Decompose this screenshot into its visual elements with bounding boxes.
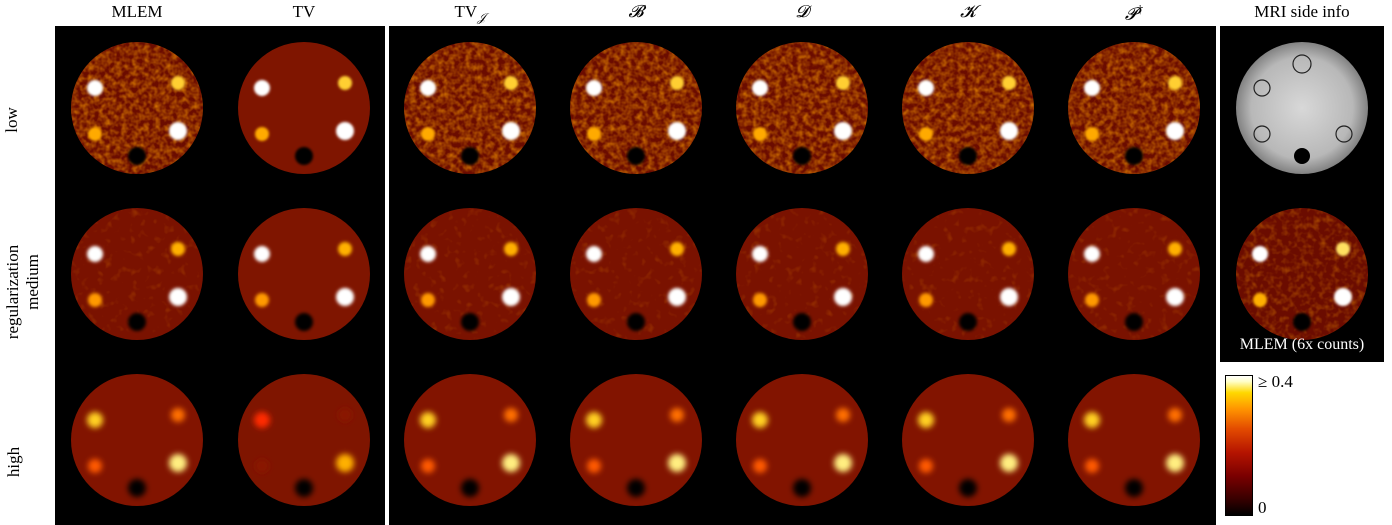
colorbar [1225, 375, 1253, 516]
image-medium-p [1052, 192, 1216, 356]
image-high-k [886, 358, 1050, 522]
row-group-label: regularization [3, 244, 22, 340]
image-low-k [886, 26, 1050, 190]
image-medium-mlem [55, 192, 219, 356]
col-header-k: 𝓚 [960, 2, 976, 21]
col-header-tv-j: TV𝒥 [454, 2, 486, 25]
image-mlem-6x-counts [1220, 192, 1384, 356]
row-label-low: low [2, 107, 21, 133]
row-label-high: high [4, 446, 23, 478]
col-header-b: 𝓑 [628, 2, 644, 21]
image-high-tv-j [388, 358, 552, 522]
row-label-medium: medium [23, 254, 42, 310]
colorbar-min-label: 0 [1258, 498, 1267, 517]
image-medium-tv-j [388, 192, 552, 356]
image-low-tv [222, 26, 386, 190]
image-high-tv [222, 358, 386, 522]
image-medium-k [886, 192, 1050, 356]
image-medium-b [554, 192, 718, 356]
image-low-tv-j [388, 26, 552, 190]
image-high-p [1052, 358, 1216, 522]
col-header-p: 𝓟† [1124, 2, 1144, 24]
image-medium-d [720, 192, 884, 356]
image-high-d [720, 358, 884, 522]
image-medium-tv [222, 192, 386, 356]
image-low-b [554, 26, 718, 190]
image-high-mlem [55, 358, 219, 522]
image-high-b [554, 358, 718, 522]
col-header-mlem: MLEM [111, 2, 163, 21]
colorbar-max-label: ≥ 0.4 [1258, 372, 1293, 391]
col-header-tv: TV [292, 2, 316, 21]
image-low-mlem [55, 26, 219, 190]
image-low-p [1052, 26, 1216, 190]
image-low-d [720, 26, 884, 190]
image-mri-side-info [1220, 26, 1384, 190]
col-header-d: 𝓓 [795, 2, 809, 21]
side-caption: MLEM (6x counts) [1239, 336, 1365, 353]
col-header-mri: MRI side info [1254, 2, 1350, 21]
